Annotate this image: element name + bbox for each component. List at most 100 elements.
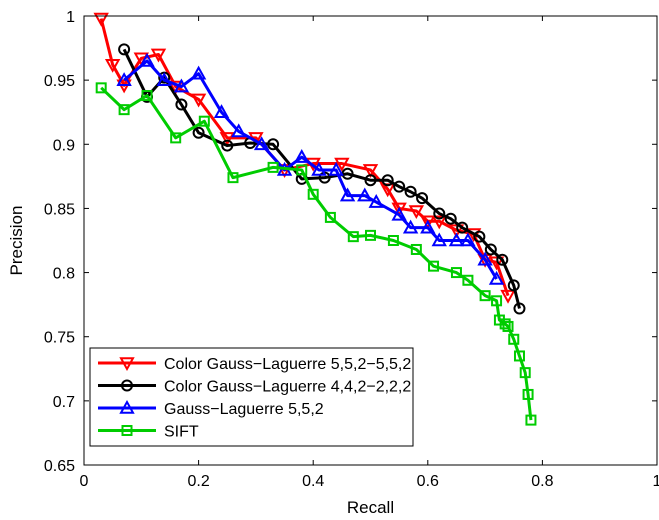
- legend-label: Color Gauss−Laguerre 5,5,2−5,5,2: [164, 356, 411, 373]
- data-point: [410, 243, 422, 255]
- data-point: [508, 333, 520, 345]
- data-point: [513, 350, 525, 362]
- y-tick-label: 0.9: [53, 137, 75, 154]
- data-point: [104, 58, 121, 73]
- data-point: [391, 202, 407, 217]
- data-point: [307, 188, 319, 200]
- data-point: [431, 232, 447, 247]
- data-point: [227, 172, 239, 184]
- legend-marker: [121, 425, 133, 436]
- legend-label: Color Gauss−Laguerre 4,4,2−2,2,2: [164, 379, 411, 396]
- legend-entry: Color Gauss−Laguerre 5,5,2−5,5,2: [98, 356, 411, 373]
- x-tick-label: 0.2: [187, 473, 209, 490]
- data-point: [393, 180, 406, 193]
- data-point: [488, 270, 505, 285]
- data-point: [296, 164, 308, 176]
- x-tick-label: 0.8: [531, 473, 553, 490]
- series-2: [116, 52, 505, 285]
- data-point: [484, 243, 497, 256]
- data-point: [433, 207, 446, 220]
- x-tick-label: 0.6: [417, 473, 439, 490]
- data-point: [150, 48, 167, 63]
- series-0: [93, 12, 516, 304]
- data-point: [334, 157, 350, 172]
- data-point: [347, 231, 359, 243]
- data-point: [404, 185, 417, 198]
- data-point: [513, 302, 526, 315]
- data-point: [173, 78, 190, 93]
- data-point: [416, 192, 429, 205]
- series-3: [95, 82, 537, 426]
- y-tick-label: 1: [66, 9, 75, 26]
- data-point: [139, 52, 155, 67]
- x-tick-label: 1: [653, 473, 659, 490]
- legend-marker: [119, 399, 135, 414]
- plot-frame: [83, 15, 658, 466]
- legend-entry: SIFT: [98, 424, 199, 441]
- data-point: [522, 388, 534, 400]
- data-point: [456, 221, 469, 234]
- data-point: [519, 367, 531, 379]
- x-tick-label: 0: [80, 473, 89, 490]
- data-point: [190, 65, 207, 80]
- data-point: [253, 136, 270, 151]
- data-point: [118, 43, 131, 56]
- data-point: [365, 229, 376, 241]
- y-tick-label: 0.95: [44, 73, 75, 90]
- data-point: [219, 132, 235, 146]
- data-point: [477, 251, 493, 266]
- data-point: [402, 219, 419, 234]
- y-tick-label: 0.75: [44, 330, 75, 347]
- data-point: [231, 123, 247, 138]
- y-tick-label: 0.65: [44, 458, 75, 475]
- data-point: [491, 295, 503, 307]
- data-point: [213, 104, 230, 119]
- data-point: [448, 232, 465, 247]
- data-point: [267, 138, 280, 151]
- data-point: [175, 98, 188, 111]
- y-tick-label: 0.7: [53, 394, 75, 411]
- x-axis-label: Recall: [347, 498, 394, 517]
- data-point: [368, 193, 384, 208]
- data-point: [448, 224, 465, 239]
- data-point: [116, 72, 132, 86]
- legend-label: Gauss−Laguerre 5,5,2: [164, 401, 324, 418]
- data-point: [500, 289, 516, 304]
- data-point: [444, 212, 457, 225]
- data-point: [170, 132, 182, 144]
- data-point: [391, 206, 407, 221]
- data-point: [460, 232, 476, 247]
- data-point: [118, 104, 130, 116]
- data-point: [428, 260, 440, 272]
- data-point: [95, 82, 107, 94]
- data-point: [479, 290, 491, 302]
- data-point: [141, 90, 153, 102]
- data-point: [328, 161, 344, 176]
- data-point: [387, 235, 399, 246]
- data-point: [198, 115, 210, 127]
- data-point: [473, 230, 486, 243]
- legend-marker: [119, 357, 135, 372]
- legend-marker: [121, 379, 133, 392]
- data-point: [362, 164, 379, 179]
- data-point: [507, 279, 520, 292]
- data-point: [462, 274, 474, 286]
- data-point: [267, 161, 279, 173]
- y-tick-label: 0.8: [53, 266, 75, 283]
- y-tick-label: 0.85: [44, 201, 75, 218]
- data-point: [420, 215, 436, 230]
- data-point: [499, 318, 511, 330]
- x-tick-label: 0.4: [302, 473, 324, 490]
- y-axis-label: Precision: [7, 206, 26, 276]
- data-point: [294, 149, 310, 163]
- data-point: [420, 219, 436, 234]
- data-point: [381, 174, 394, 187]
- data-point: [431, 215, 447, 230]
- data-point: [408, 205, 425, 220]
- legend-label: SIFT: [164, 424, 199, 441]
- data-point: [525, 414, 537, 426]
- data-point: [496, 253, 509, 266]
- data-point: [502, 320, 514, 332]
- data-point: [156, 72, 172, 86]
